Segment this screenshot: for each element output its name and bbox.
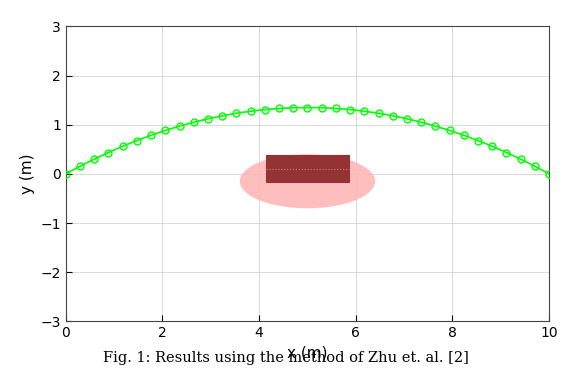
Y-axis label: y (m): y (m) xyxy=(20,153,35,194)
Ellipse shape xyxy=(240,154,375,208)
Text: Fig. 1: Results using the method of Zhu et. al. [2]: Fig. 1: Results using the method of Zhu … xyxy=(103,351,469,365)
Bar xyxy=(267,155,348,183)
X-axis label: x (m): x (m) xyxy=(287,346,328,361)
